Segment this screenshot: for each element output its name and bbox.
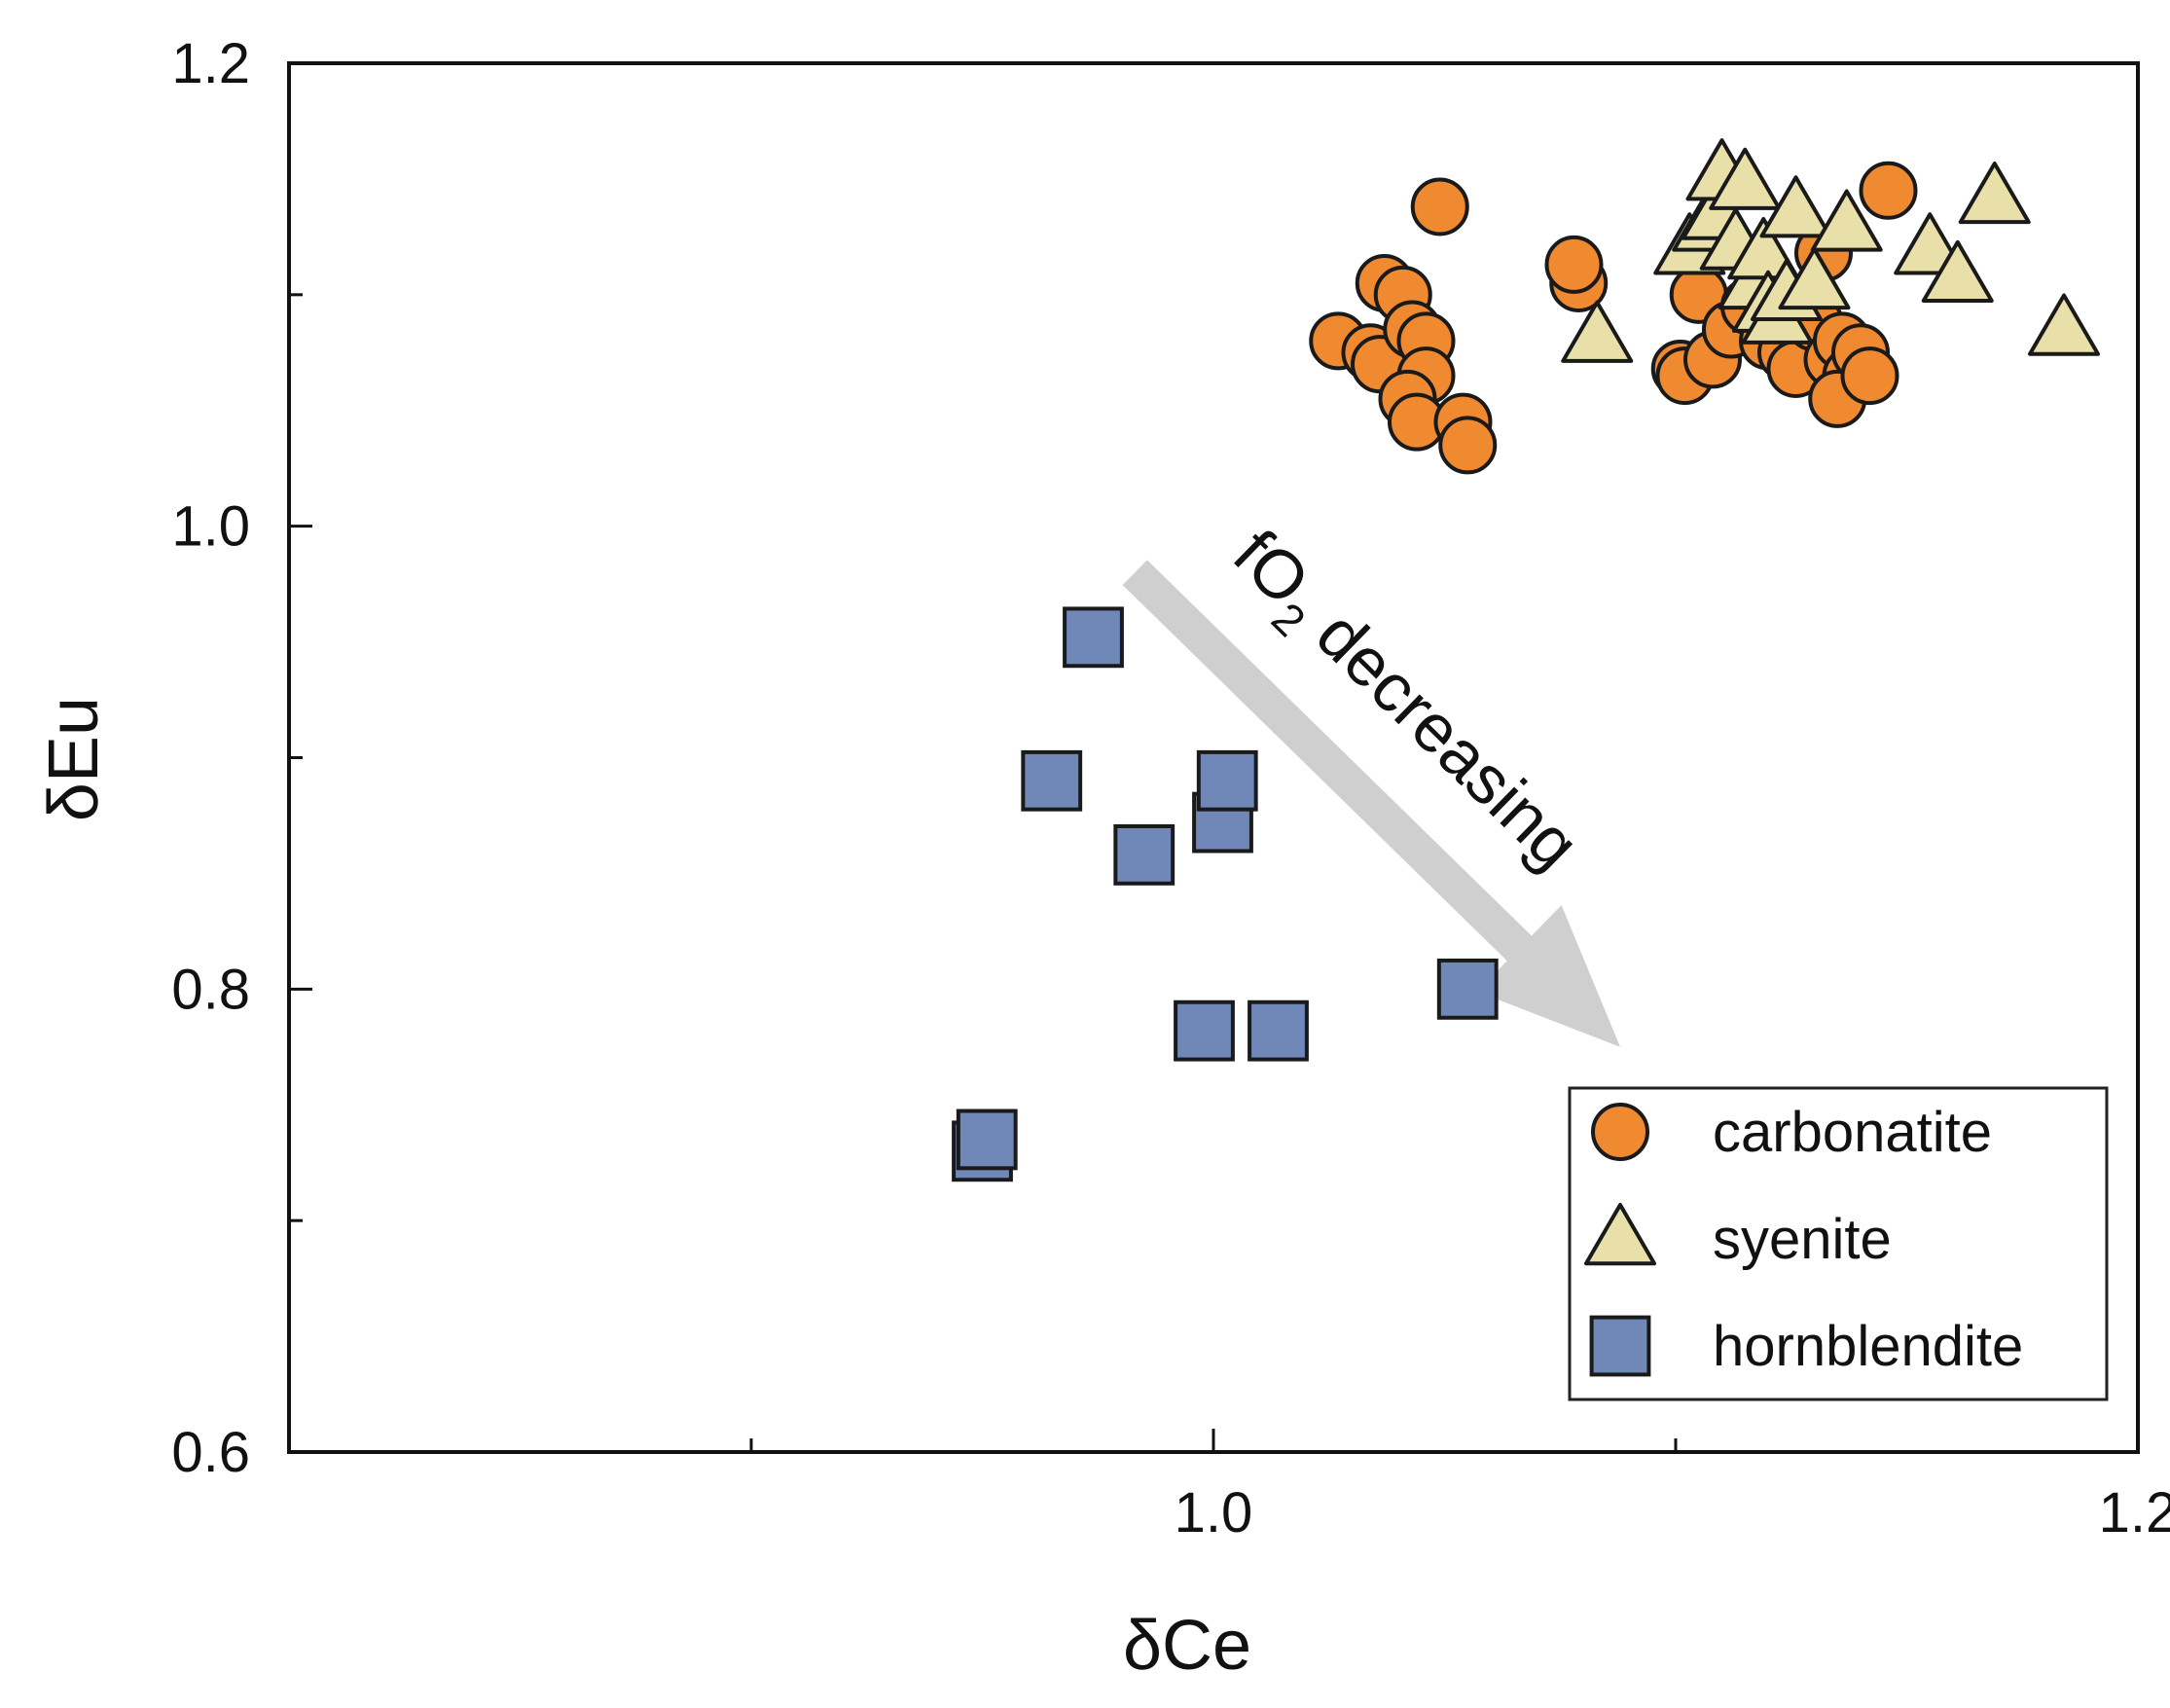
hornblendite-point xyxy=(1113,823,1175,886)
legend-box xyxy=(1568,1086,2109,1401)
carbonatite-point xyxy=(1410,177,1469,236)
legend-label: syenite xyxy=(1713,1208,1892,1271)
x-axis-title: δCe xyxy=(1123,1607,1251,1685)
legend-triangle-icon xyxy=(1584,1203,1656,1266)
legend: carbonatite syenite hornblendite xyxy=(1568,1086,2109,1401)
x-tick-label: 1.2 xyxy=(2099,1481,2170,1544)
carbonatite-point xyxy=(1544,235,1604,294)
carbonatite-point xyxy=(1438,416,1498,475)
hornblendite-point xyxy=(956,1108,1018,1171)
hornblendite-point xyxy=(1174,999,1235,1062)
syenite-point xyxy=(1958,161,2031,225)
syenite-point xyxy=(2028,293,2100,356)
series-layer xyxy=(952,138,2170,1182)
syenite-point xyxy=(1810,189,1883,252)
legend-circle-icon xyxy=(1591,1103,1649,1161)
carbonatite-point xyxy=(1840,346,1899,406)
legend-entries: carbonatite syenite hornblendite xyxy=(1584,1101,2023,1378)
syenite-point xyxy=(1921,239,1994,304)
axes: 1.0 1.2 0.6 0.8 1.0 1.2 xyxy=(171,32,2170,1544)
x-tick-label: 1.0 xyxy=(1175,1481,1253,1544)
legend-label: hornblendite xyxy=(1713,1315,2023,1378)
arrow-shape xyxy=(1122,560,1620,1047)
y-tick-label: 1.2 xyxy=(171,32,250,95)
annot-rest: decreasing xyxy=(1288,583,1593,884)
series-carbonatite xyxy=(1309,161,1918,475)
hornblendite-point xyxy=(1196,749,1258,812)
series-syenite xyxy=(1561,138,2170,363)
legend-label: carbonatite xyxy=(1713,1101,1992,1164)
carbonatite-point xyxy=(1859,161,1918,220)
legend-entry-carbonatite: carbonatite xyxy=(1591,1101,1992,1164)
y-tick-label: 1.0 xyxy=(171,495,250,559)
series-hornblendite xyxy=(952,606,1499,1182)
fo2-arrow xyxy=(1122,560,1620,1047)
syenite-point xyxy=(1709,147,1782,210)
y-tick-label: 0.6 xyxy=(171,1421,250,1484)
syenite-point xyxy=(1759,175,1832,238)
legend-square-icon xyxy=(1589,1315,1651,1377)
hornblendite-point xyxy=(1021,749,1083,812)
hornblendite-point xyxy=(1063,606,1124,669)
hornblendite-point xyxy=(1248,999,1309,1062)
hornblendite-point xyxy=(1436,958,1499,1020)
y-axis-title: δEu xyxy=(35,697,113,821)
legend-entry-syenite: syenite xyxy=(1584,1203,1892,1271)
legend-entry-hornblendite: hornblendite xyxy=(1589,1315,2023,1378)
y-tick-label: 0.8 xyxy=(171,958,250,1021)
syenite-point xyxy=(2141,276,2170,335)
syenite-point xyxy=(1561,300,1634,363)
syenite-point xyxy=(1778,246,1851,310)
